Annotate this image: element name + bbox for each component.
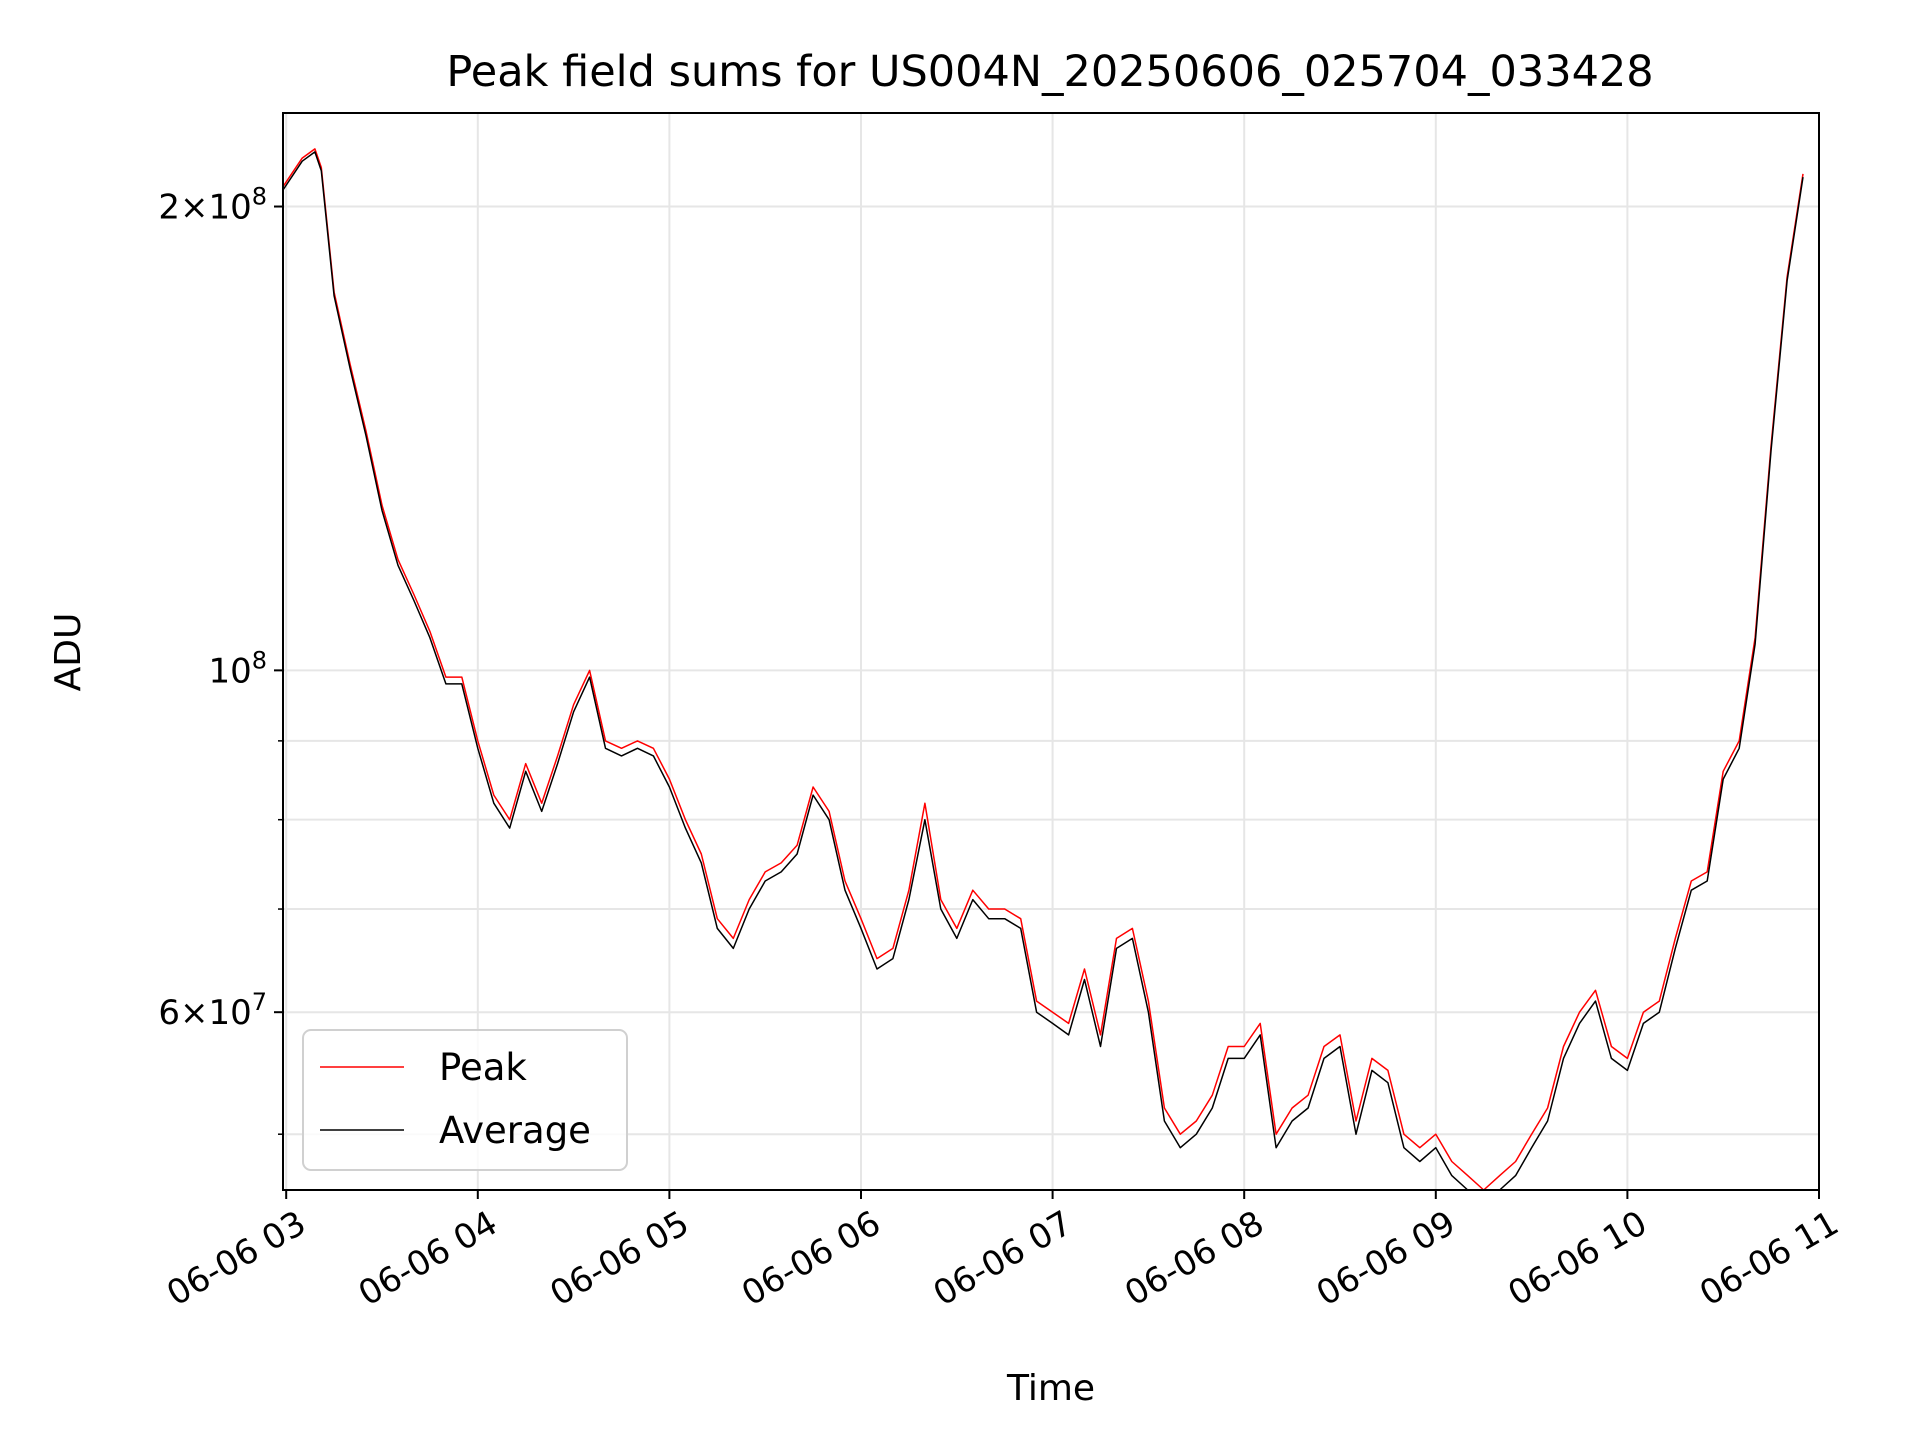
y-tick-label: 2×108 [158,183,267,228]
series-line-peak [282,148,1804,1191]
plot-lines [282,148,1804,1191]
series-line-average [282,151,1804,1191]
legend-peak-label: Peak [439,1046,527,1089]
y-axis-title: ADU [48,613,89,692]
y-tick-label: 6×107 [158,988,267,1033]
y-tick-label: 108 [208,646,267,691]
plot-frame [282,112,1820,1191]
chart-title: Peak field sums for US004N_20250606_0257… [446,47,1653,97]
legend: Peak Average [302,1029,628,1171]
legend-box [302,1029,628,1171]
x-axis-title: Time [1006,1368,1095,1409]
legend-average-label: Average [439,1109,591,1152]
